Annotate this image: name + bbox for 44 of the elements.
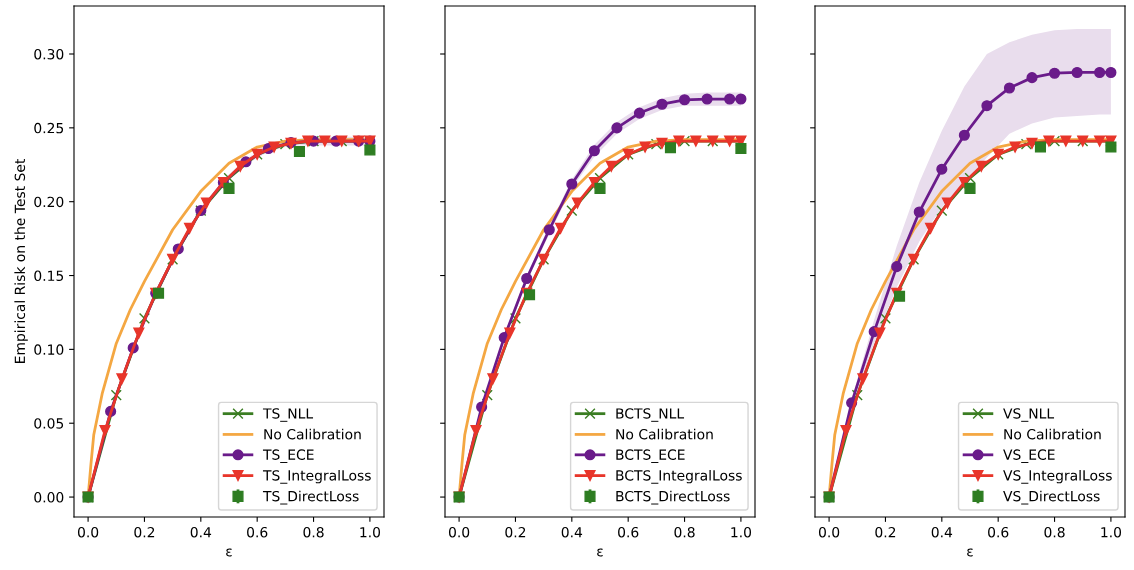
legend-label: No Calibration xyxy=(616,428,713,440)
x-tick-label: 1.0 xyxy=(1101,526,1122,538)
x-axis-title: ε xyxy=(597,548,603,557)
x-tick-label: 0.4 xyxy=(561,526,583,538)
x-tick-label: 0.6 xyxy=(988,526,1009,538)
x-tick-label: 0.6 xyxy=(247,526,268,538)
legend-label: VS_ECE xyxy=(1003,449,1055,463)
y-tick-label: 0.15 xyxy=(34,270,64,281)
x-tick-label: 0.2 xyxy=(875,526,896,538)
legend-label: TS_DirectLoss xyxy=(262,490,359,505)
legend-label: VS_NLL xyxy=(1003,408,1055,422)
x-tick-label: 0.8 xyxy=(674,526,695,538)
legend-label: BCTS_DirectLoss xyxy=(616,490,730,505)
y-tick-label: 0.25 xyxy=(34,122,64,134)
x-tick-label: 0.2 xyxy=(505,526,526,538)
x-axis-title: ε xyxy=(226,548,232,557)
legend-label: TS_ECE xyxy=(262,449,314,463)
legend-label: TS_IntegralLoss xyxy=(262,469,371,484)
y-tick-label: 0.05 xyxy=(34,418,64,429)
legend-label: BCTS_IntegralLoss xyxy=(616,469,742,484)
y-axis-title: Empirical Risk on the Test Set xyxy=(14,159,28,363)
y-tick-label: 0.10 xyxy=(34,344,64,355)
legend-label: TS_NLL xyxy=(262,408,314,422)
x-tick-label: 0.0 xyxy=(818,526,840,538)
legend-label: BCTS_NLL xyxy=(616,408,685,422)
y-tick-label: 0.20 xyxy=(34,196,64,208)
y-tick-label: 0.00 xyxy=(34,492,64,503)
legend-label: VS_DirectLoss xyxy=(1003,490,1100,505)
x-tick-label: 0.8 xyxy=(1044,526,1065,538)
legend-label: No Calibration xyxy=(1004,428,1101,440)
y-tick-label: 0.30 xyxy=(34,48,64,60)
legend-label: BCTS_ECE xyxy=(616,449,685,463)
x-axis-title: ε xyxy=(967,548,973,557)
x-tick-label: 0.2 xyxy=(134,526,155,538)
x-tick-label: 0.8 xyxy=(303,526,324,538)
x-tick-label: 0.4 xyxy=(931,526,953,538)
x-tick-label: 0.0 xyxy=(448,526,470,538)
x-tick-label: 1.0 xyxy=(731,526,752,538)
x-tick-label: 0.4 xyxy=(190,526,212,538)
x-tick-label: 1.0 xyxy=(360,526,381,538)
legend-label: VS_IntegralLoss xyxy=(1003,469,1112,484)
x-tick-label: 0.6 xyxy=(618,526,639,538)
legend-label: No Calibration xyxy=(264,428,361,440)
x-tick-label: 0.0 xyxy=(77,526,99,538)
